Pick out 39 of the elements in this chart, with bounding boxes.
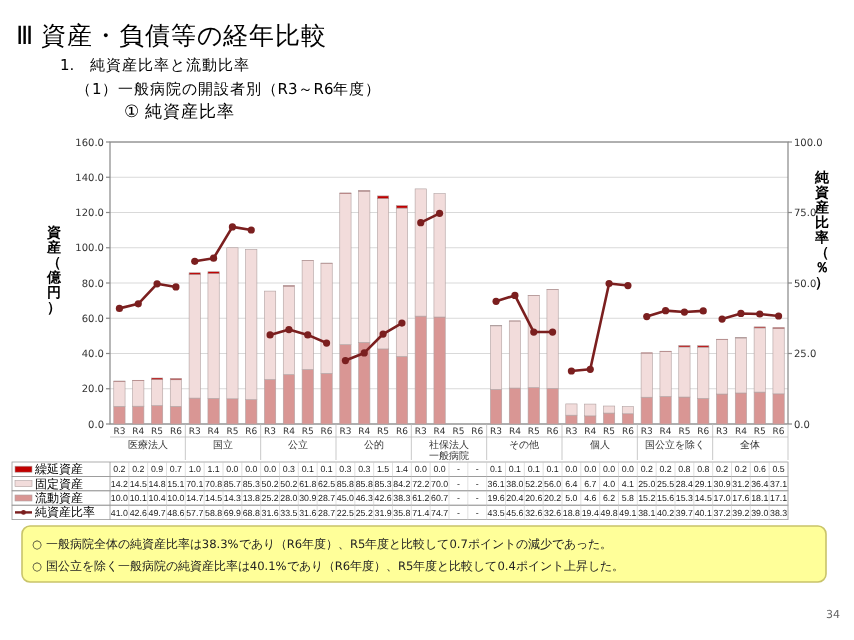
point: [680, 308, 689, 316]
point: [567, 367, 576, 375]
point: [341, 356, 350, 365]
point: [718, 315, 726, 323]
point: [586, 365, 594, 373]
point: [435, 209, 444, 217]
point: [530, 328, 538, 336]
bar: [603, 412, 616, 425]
point: [624, 281, 632, 290]
point: [492, 297, 500, 305]
point: [285, 325, 293, 334]
point: [774, 312, 783, 320]
point: [360, 349, 368, 357]
point: [511, 291, 519, 300]
point: [548, 328, 557, 336]
point: [191, 257, 199, 265]
point: [417, 219, 425, 227]
point: [605, 279, 613, 288]
point: [699, 307, 707, 315]
point: [643, 312, 651, 321]
point: [737, 309, 745, 318]
point: [661, 307, 670, 315]
point: [209, 254, 218, 262]
point: [322, 339, 331, 347]
bar: [584, 403, 597, 417]
point: [134, 300, 142, 308]
point: [228, 223, 237, 231]
point: [398, 319, 406, 327]
point: [304, 331, 312, 339]
bar: [621, 413, 634, 425]
text: ① 純資産比率: [124, 101, 235, 123]
point: [115, 304, 124, 312]
point: [266, 331, 274, 339]
point: [153, 280, 161, 288]
chart-title: Ⅲ 資産・負債等の経年比較: [16, 20, 328, 50]
point: [247, 226, 255, 234]
point: [756, 310, 764, 318]
point: [379, 330, 387, 338]
point: [172, 283, 180, 291]
